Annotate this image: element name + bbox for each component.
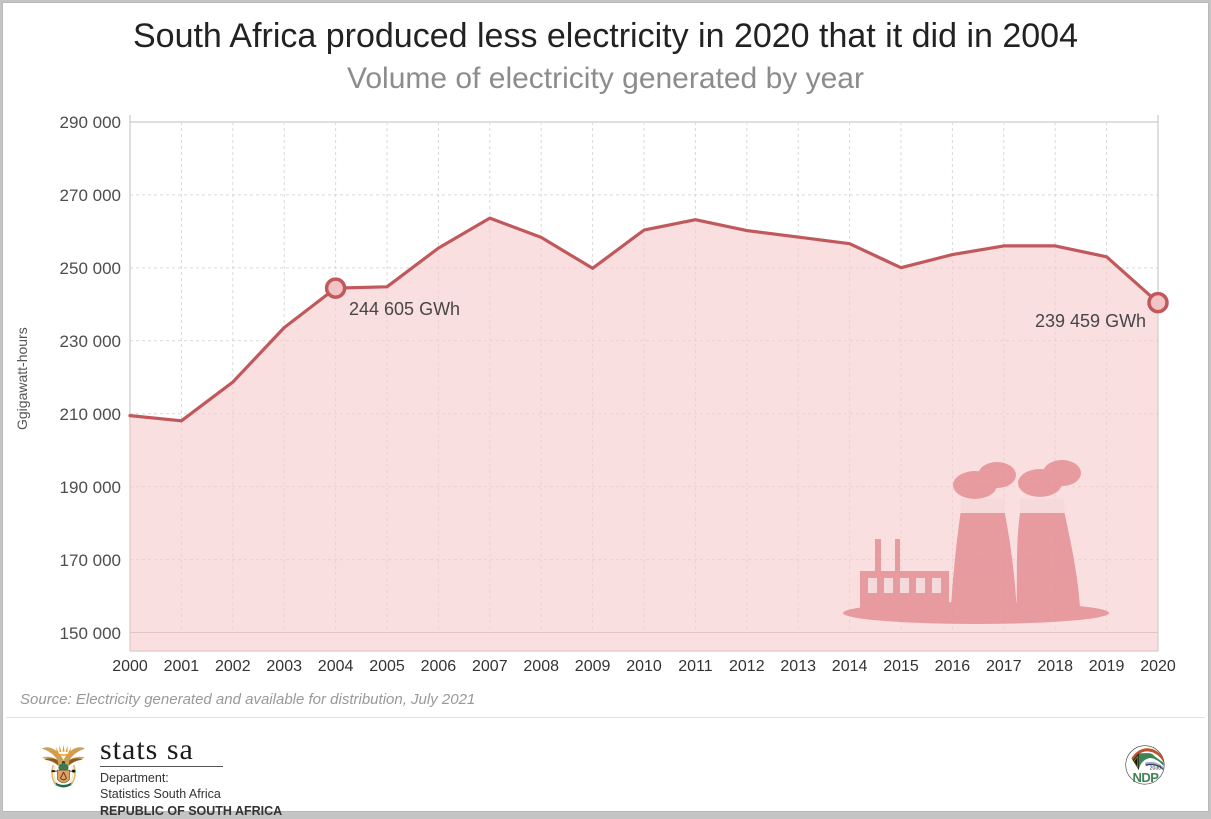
svg-text:239 459 GWh: 239 459 GWh [1035, 311, 1146, 331]
svg-text:2012: 2012 [729, 658, 765, 675]
svg-text:210 000: 210 000 [60, 405, 121, 424]
svg-text:170 000: 170 000 [60, 551, 121, 570]
svg-text:2020: 2020 [1140, 658, 1176, 675]
svg-text:2001: 2001 [164, 658, 200, 675]
svg-text:190 000: 190 000 [60, 478, 121, 497]
svg-text:2009: 2009 [575, 658, 611, 675]
svg-text:2016: 2016 [935, 658, 971, 675]
svg-text:150 000: 150 000 [60, 624, 121, 643]
svg-text:2005: 2005 [369, 658, 405, 675]
svg-text:2015: 2015 [883, 658, 919, 675]
svg-text:NDP: NDP [1133, 770, 1160, 785]
svg-text:2003: 2003 [266, 658, 302, 675]
svg-text:270 000: 270 000 [60, 186, 121, 205]
svg-text:2000: 2000 [112, 658, 148, 675]
svg-text:2006: 2006 [421, 658, 457, 675]
svg-text:2002: 2002 [215, 658, 251, 675]
svg-text:2019: 2019 [1089, 658, 1125, 675]
svg-text:2017: 2017 [986, 658, 1022, 675]
svg-text:2010: 2010 [626, 658, 662, 675]
svg-text:290 000: 290 000 [60, 113, 121, 132]
svg-text:250 000: 250 000 [60, 259, 121, 278]
svg-text:2008: 2008 [523, 658, 559, 675]
svg-text:230 000: 230 000 [60, 332, 121, 351]
svg-text:2018: 2018 [1037, 658, 1073, 675]
svg-text:2007: 2007 [472, 658, 508, 675]
svg-text:2004: 2004 [318, 658, 354, 675]
svg-text:2011: 2011 [678, 658, 713, 675]
svg-text:244 605 GWh: 244 605 GWh [349, 299, 460, 319]
svg-text:2013: 2013 [780, 658, 816, 675]
svg-text:2014: 2014 [832, 658, 868, 675]
